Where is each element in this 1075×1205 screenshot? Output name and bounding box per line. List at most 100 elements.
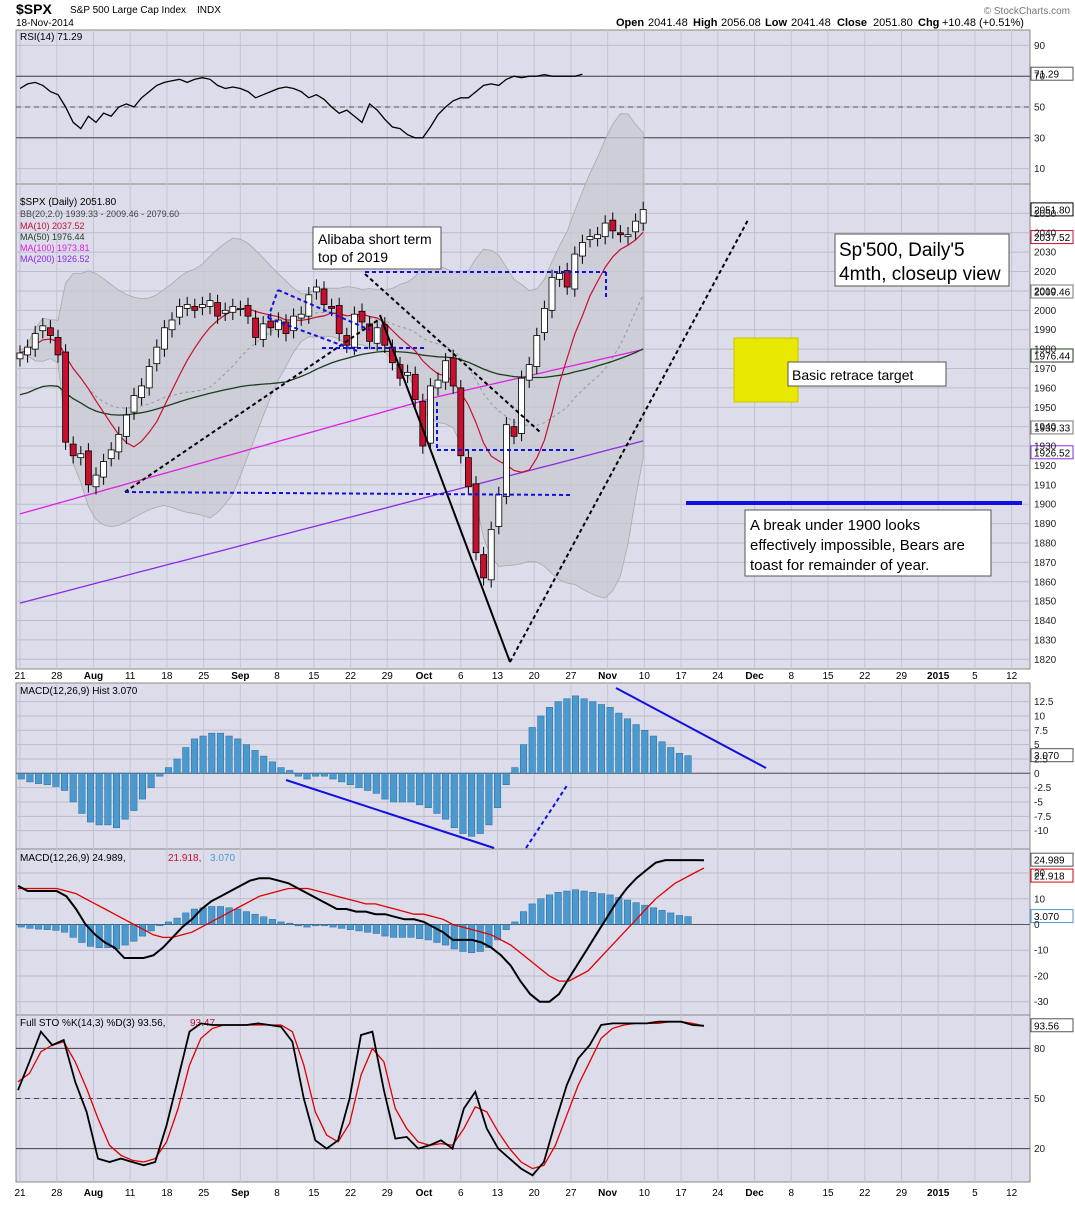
macd-tick-label: 10	[1034, 894, 1046, 905]
price-tick-label: 1820	[1034, 655, 1057, 666]
macd-panel-hist-bar	[260, 916, 268, 925]
candle-body	[115, 434, 123, 453]
macd-panel-hist-bar	[424, 924, 432, 941]
bollinger-mid-line	[19, 294, 644, 427]
candle-body	[282, 321, 290, 334]
candle-body	[632, 220, 639, 233]
price-tick-label: 2020	[1034, 267, 1057, 278]
price-x-tick-label: 8	[274, 671, 280, 682]
stoch-x-tick-label: 20	[529, 1188, 541, 1199]
flag-upper	[277, 289, 371, 331]
candle-body	[191, 306, 199, 311]
y-axes: 1030507090182018301840185018601870188018…	[1034, 41, 1057, 1155]
chg-label: Chg	[918, 17, 939, 29]
candle-body	[236, 307, 244, 310]
macd-hist-bar	[520, 744, 528, 774]
macd-panel-hist-bar	[113, 924, 121, 950]
macd-hist-bar	[597, 704, 605, 774]
candle	[358, 303, 366, 330]
high-value: 2056.08	[721, 17, 761, 29]
mhist-last-label-box	[1030, 748, 1074, 763]
candle-body	[510, 426, 518, 437]
mhist-tick-label: 7.5	[1034, 726, 1048, 737]
macd-panel-hist-bar	[407, 924, 415, 938]
candle-body	[328, 306, 336, 309]
macd-hist-bar	[147, 773, 155, 788]
candle	[259, 316, 267, 348]
ma200-line	[19, 440, 644, 604]
macd-hist-bar	[294, 773, 302, 777]
macd-panel-hist-bar	[684, 916, 692, 925]
solid-line-decline	[379, 314, 511, 663]
stoch-x-tick-label: 8	[274, 1188, 280, 1199]
stoch-x-tick-label: Nov	[598, 1188, 617, 1199]
macd-hist-bar	[606, 707, 614, 774]
price-x-tick-label: 2015	[927, 671, 950, 682]
candle	[472, 476, 480, 561]
candle	[77, 446, 85, 466]
mhist-tick-label: 10	[1034, 711, 1046, 722]
price-panel: $SPX (Daily) 2051.80 BB(20,2.0) 1939.33 …	[16, 113, 1074, 663]
candle	[244, 297, 252, 324]
candle-body	[411, 373, 419, 400]
macd-hist-bar	[138, 773, 146, 800]
stoch-x-tick-label: 11	[125, 1188, 136, 1199]
bb-legend: BB(20,2.0) 1939.33 - 2009.46 - 2079.60	[20, 209, 179, 219]
macd-hist-bar	[190, 738, 198, 774]
price-tick-label: 1970	[1034, 364, 1057, 375]
candle	[24, 339, 32, 363]
macd-hist-bar	[580, 698, 588, 774]
stoch-tick-label: 80	[1034, 1044, 1046, 1055]
candle	[366, 316, 374, 350]
macd-hist-legend: MACD(12,26,9) Hist 3.070	[20, 686, 138, 697]
candle	[62, 344, 69, 450]
macd-hist-bar	[164, 767, 172, 774]
macd-hist-bar	[346, 773, 354, 786]
candle-body	[206, 300, 214, 307]
macd-panel-hist-bar	[286, 922, 294, 925]
macd-hist-bar	[571, 695, 579, 774]
stoch-x-tick-label: Sep	[231, 1188, 249, 1199]
macd-panel-hist-bar	[35, 924, 43, 930]
candle	[442, 352, 450, 390]
macd-hist-bar	[615, 712, 623, 774]
candle-body	[54, 337, 62, 356]
macd-hist-bar	[641, 730, 649, 774]
macd-panel-hist-bar	[372, 924, 380, 934]
stoch-x-tick-label: 28	[51, 1188, 63, 1199]
candle-body	[617, 232, 624, 236]
close-value: 2051.80	[873, 17, 913, 29]
candle-body	[579, 242, 586, 257]
candle	[426, 378, 434, 451]
macd-panel-hist-bar	[580, 890, 588, 925]
stoch-legend: Full STO %K(14,3) %D(3) 93.56,	[20, 1018, 165, 1029]
macd-panel-hist-bar	[416, 924, 424, 939]
candle-body	[556, 273, 563, 280]
candle	[639, 201, 647, 231]
macd-panel-hist-bar	[450, 924, 458, 950]
macd-panel-hist-bar	[277, 921, 285, 925]
candle-body	[563, 270, 571, 288]
candle-body	[259, 323, 267, 340]
candle-body	[518, 377, 525, 434]
macd-panel-hist-bar	[26, 924, 34, 929]
price-right-label-box	[1030, 445, 1074, 460]
stoch-x-tick-label: 2015	[927, 1188, 950, 1199]
stoch-x-tick-label: 24	[712, 1188, 724, 1199]
price-right-label: 2037.52	[1034, 233, 1071, 244]
price-x-tick-label: 22	[859, 671, 871, 682]
macd-hist-bar	[251, 750, 259, 774]
stoch-x-tick-label: 17	[676, 1188, 688, 1199]
candle	[290, 308, 298, 339]
candle	[100, 453, 107, 485]
stochastic-panel: Full STO %K(14,3) %D(3) 93.56, 93.47 93.…	[16, 1018, 1074, 1177]
macd-hist-bar	[649, 735, 657, 774]
candle-body	[525, 364, 533, 381]
macd-panel-hist-bar	[667, 912, 675, 925]
stoch-x-tick-label: 8	[788, 1188, 794, 1199]
macd-panel-hist-bar	[511, 921, 519, 925]
candle-body	[358, 310, 366, 323]
mhist-tick-label: -2.5	[1034, 783, 1052, 794]
stoch-x-tick-label: 29	[896, 1188, 908, 1199]
candle	[39, 318, 47, 339]
